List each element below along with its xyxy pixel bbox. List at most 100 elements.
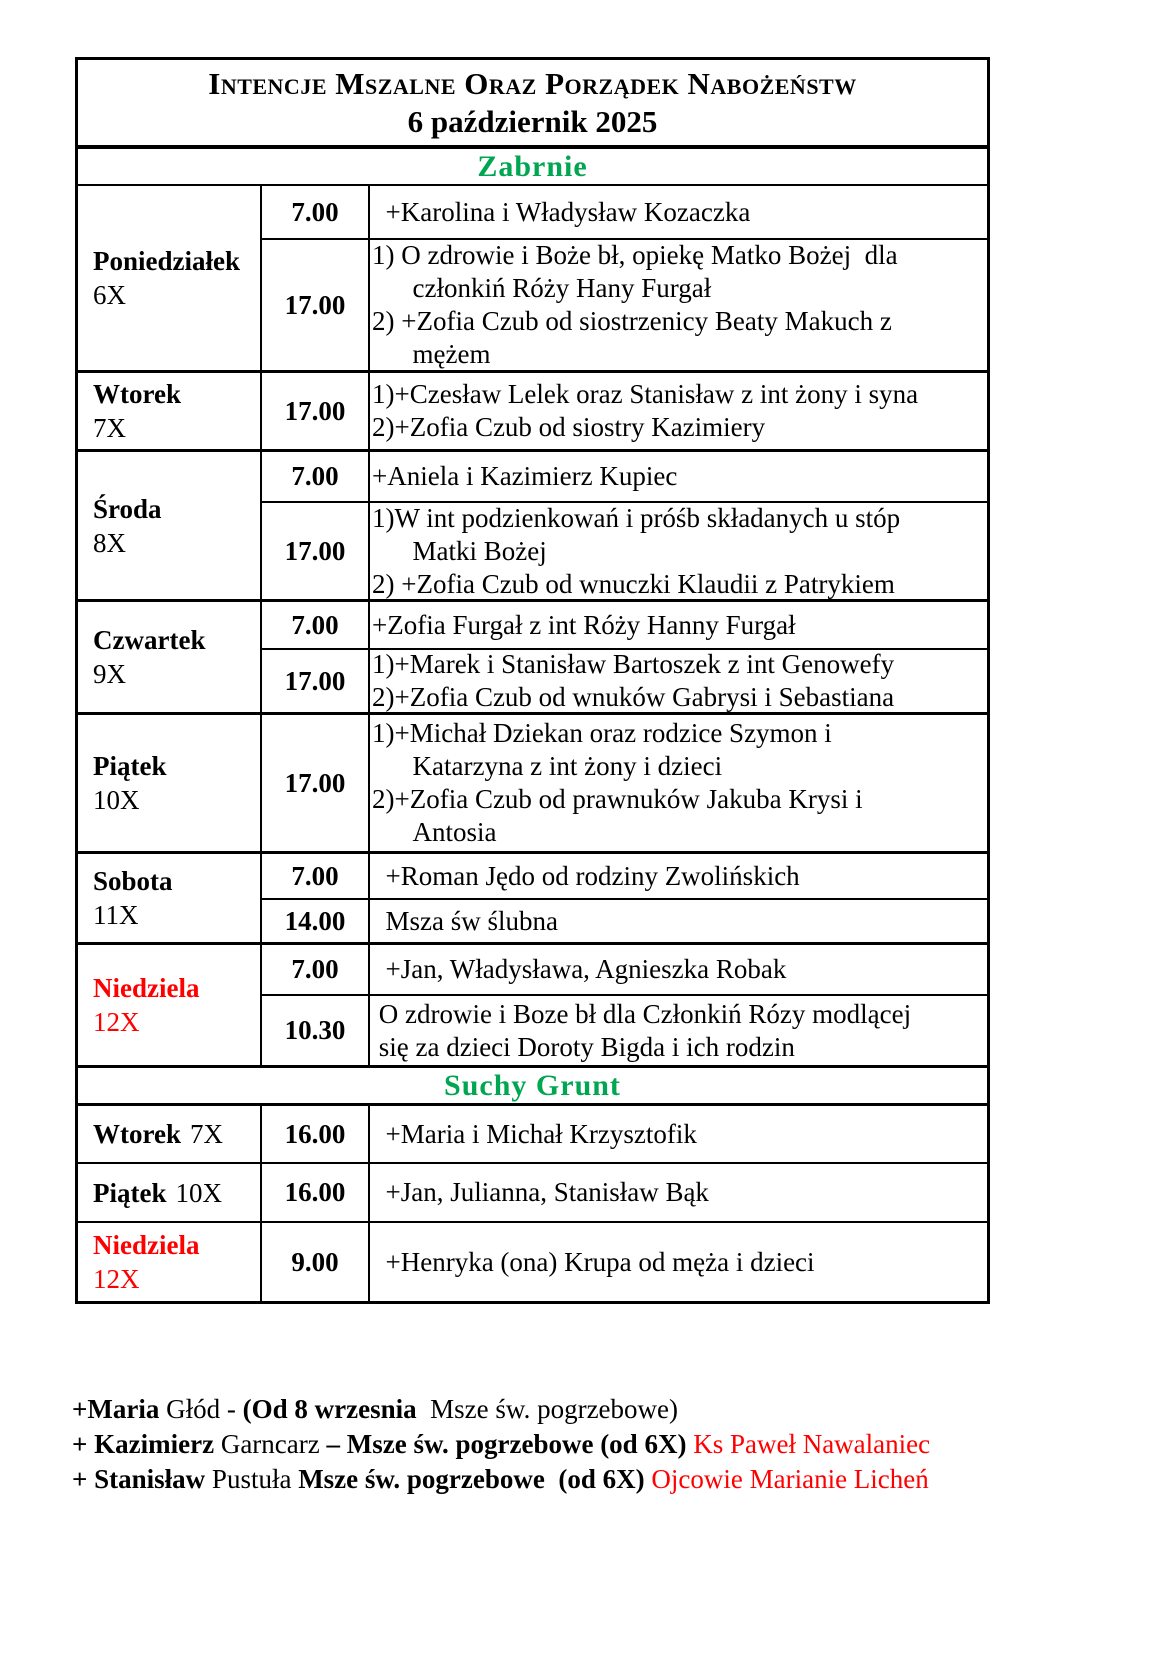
slots: 7.00 +Aniela i Kazimierz Kupiec 17.00 1)… bbox=[262, 452, 987, 599]
time-cell: 9.00 bbox=[262, 1223, 370, 1301]
intention-line: +Aniela i Kazimierz Kupiec bbox=[372, 461, 678, 491]
section-header-suchy-grunt: Suchy Grunt bbox=[78, 1068, 987, 1106]
note-part: Pustuła bbox=[205, 1464, 299, 1494]
day-cell: Wtorek 7X bbox=[78, 373, 262, 449]
slots: 17.00 1)+Czesław Lelek oraz Stanisław z … bbox=[262, 373, 987, 449]
day-name: Piątek bbox=[93, 1177, 167, 1208]
day-row-piatek: Piątek 10X 17.00 1)+Michał Dziekan oraz … bbox=[78, 715, 987, 854]
day-row-czwartek: Czwartek 9X 7.00 +Zofia Furgał z int Róż… bbox=[78, 602, 987, 715]
intention-line: 2)+Zofia Czub od wnuków Gabrysi i Sebast… bbox=[372, 682, 895, 712]
section-label: Suchy Grunt bbox=[444, 1069, 621, 1102]
intention-line: mężem bbox=[372, 339, 491, 369]
day-cell: Środa 8X bbox=[78, 452, 262, 599]
mass-slot: 7.00 +Aniela i Kazimierz Kupiec bbox=[262, 452, 987, 501]
mass-slot: 17.00 1)+Marek i Stanisław Bartoszek z i… bbox=[262, 648, 987, 712]
day-date: 11X bbox=[93, 900, 139, 930]
time-cell: 17.00 bbox=[262, 373, 370, 449]
mass-slot: 17.00 1)+Michał Dziekan oraz rodzice Szy… bbox=[262, 715, 987, 851]
intention-line: +Henryka (ona) Krupa od męża i dzieci bbox=[372, 1246, 815, 1277]
day-date: 10X bbox=[93, 785, 140, 815]
day-name: Wtorek bbox=[93, 1119, 181, 1149]
day-date: 7X bbox=[93, 413, 126, 443]
day-date: 7X bbox=[190, 1119, 223, 1149]
intention-cell: 1)W int podzienkowań i próśb składanych … bbox=[370, 503, 987, 599]
time-cell: 7.00 bbox=[262, 452, 370, 501]
slots: 7.00 +Zofia Furgał z int Róży Hanny Furg… bbox=[262, 602, 987, 712]
intention-line: +Jan, Władysława, Agnieszka Robak bbox=[372, 954, 787, 984]
note-part: +Maria bbox=[72, 1394, 160, 1424]
slots: 7.00 +Jan, Władysława, Agnieszka Robak 1… bbox=[262, 945, 987, 1065]
day-row-suchy-niedziela: Niedziela 12X 9.00 +Henryka (ona) Krupa … bbox=[78, 1223, 987, 1301]
funeral-notes: +Maria Głód - (Od 8 wrzesnia Msze św. po… bbox=[72, 1392, 930, 1497]
note-part: Msze św. pogrzebowe (od 6X) bbox=[298, 1464, 652, 1494]
day-name: Niedziela bbox=[93, 1230, 200, 1260]
note-line: + Kazimierz Garncarz – Msze św. pogrzebo… bbox=[72, 1427, 930, 1462]
day-name: Środa bbox=[93, 493, 162, 524]
time-cell: 7.00 bbox=[262, 186, 370, 238]
mass-slot: 16.00 +Maria i Michał Krzysztofik bbox=[262, 1106, 987, 1162]
day-cell: Sobota 11X bbox=[78, 854, 262, 942]
day-date: 12X bbox=[93, 1264, 140, 1294]
intention-line: +Karolina i Władysław Kozaczka bbox=[372, 196, 751, 227]
intention-cell: +Aniela i Kazimierz Kupiec bbox=[370, 452, 987, 501]
note-line: + Stanisław Pustuła Msze św. pogrzebowe … bbox=[72, 1462, 930, 1497]
note-part: Msze św. pogrzebowe) bbox=[416, 1394, 679, 1424]
day-row-sobota: Sobota 11X 7.00 +Roman Jędo od rodziny Z… bbox=[78, 854, 987, 945]
intention-line: Matki Bożej bbox=[372, 535, 547, 566]
day-name: Wtorek bbox=[93, 379, 181, 409]
time-cell: 7.00 bbox=[262, 602, 370, 648]
time-cell: 17.00 bbox=[262, 240, 370, 370]
intention-cell: +Henryka (ona) Krupa od męża i dzieci bbox=[370, 1223, 987, 1301]
intention-line: Antosia bbox=[372, 817, 497, 847]
mass-slot: 9.00 +Henryka (ona) Krupa od męża i dzie… bbox=[262, 1223, 987, 1301]
mass-slot: 17.00 1)+Czesław Lelek oraz Stanisław z … bbox=[262, 373, 987, 449]
note-part: Głód - bbox=[159, 1394, 243, 1424]
intention-line: 2) +Zofia Czub od wnuczki Klaudii z Patr… bbox=[372, 568, 895, 599]
note-part: (Od 8 wrzesnia bbox=[242, 1394, 417, 1424]
intention-line: +Zofia Furgał z int Róży Hanny Furgał bbox=[372, 609, 796, 640]
day-row-niedziela: Niedziela 12X 7.00 +Jan, Władysława, Agn… bbox=[78, 945, 987, 1068]
intention-cell: 1) O zdrowie i Boże bł, opiekę Matko Boż… bbox=[370, 240, 987, 370]
day-name: Poniedziałek bbox=[93, 246, 240, 276]
intention-line: O zdrowie i Boze bł dla Członkiń Rózy mo… bbox=[372, 998, 912, 1029]
intention-cell: +Karolina i Władysław Kozaczka bbox=[370, 186, 987, 238]
intention-line: Msza św ślubna bbox=[372, 905, 558, 936]
day-date: 12X bbox=[93, 1007, 140, 1037]
mass-slot: 7.00 +Zofia Furgał z int Róży Hanny Furg… bbox=[262, 602, 987, 648]
day-cell: Poniedziałek 6X bbox=[78, 186, 262, 370]
day-date: 6X bbox=[93, 280, 126, 310]
intention-cell: +Jan, Julianna, Stanisław Bąk bbox=[370, 1164, 987, 1221]
day-name: Czwartek bbox=[93, 625, 206, 655]
day-name: Sobota bbox=[93, 866, 173, 896]
day-cell: Piątek 10X bbox=[78, 715, 262, 851]
mass-slot: 14.00 Msza św ślubna bbox=[262, 898, 987, 942]
day-cell: Czwartek 9X bbox=[78, 602, 262, 712]
intention-line: 1) O zdrowie i Boże bł, opiekę Matko Boż… bbox=[372, 240, 898, 270]
day-row-suchy-piatek: Piątek 10X 16.00 +Jan, Julianna, Stanisła… bbox=[78, 1164, 987, 1223]
schedule-table: Intencje Mszalne Oraz Porządek Nabożeńst… bbox=[75, 57, 990, 1304]
table-header: Intencje Mszalne Oraz Porządek Nabożeńst… bbox=[78, 60, 987, 149]
note-part: + Stanisław bbox=[72, 1464, 206, 1494]
day-row-poniedzialek: Poniedziałek 6X 7.00 +Karolina i Władysł… bbox=[78, 186, 987, 373]
time-cell: 14.00 bbox=[262, 900, 370, 942]
slots: 7.00 +Roman Jędo od rodziny Zwolińskich … bbox=[262, 854, 987, 942]
day-row-suchy-wtorek: Wtorek 7X 16.00 +Maria i Michał Krzysztof… bbox=[78, 1106, 987, 1164]
note-part: + Kazimierz bbox=[72, 1429, 215, 1459]
intention-line: 2)+Zofia Czub od siostry Kazimiery bbox=[372, 412, 766, 442]
time-cell: 17.00 bbox=[262, 503, 370, 599]
mass-slot: 16.00 +Jan, Julianna, Stanisław Bąk bbox=[262, 1164, 987, 1221]
intention-line: członkiń Róży Hany Furgał bbox=[372, 273, 712, 303]
day-row-sroda: Środa 8X 7.00 +Aniela i Kazimierz Kupiec… bbox=[78, 452, 987, 602]
mass-slot: 7.00 +Jan, Władysława, Agnieszka Robak bbox=[262, 945, 987, 994]
intention-line: 1)+Michał Dziekan oraz rodzice Szymon i bbox=[372, 718, 832, 748]
day-name: Niedziela bbox=[93, 973, 200, 1003]
time-cell: 16.00 bbox=[262, 1164, 370, 1221]
slots: 9.00 +Henryka (ona) Krupa od męża i dzie… bbox=[262, 1223, 987, 1301]
slots: 16.00 +Maria i Michał Krzysztofik bbox=[262, 1106, 987, 1162]
page-date: 6 październik 2025 bbox=[407, 104, 658, 139]
day-cell: Niedziela 12X bbox=[78, 945, 262, 1065]
mass-slot: 10.30 O zdrowie i Boze bł dla Członkiń R… bbox=[262, 994, 987, 1065]
section-header-zabrnie: Zabrnie bbox=[78, 149, 987, 186]
intention-line: +Maria i Michał Krzysztofik bbox=[372, 1118, 697, 1149]
